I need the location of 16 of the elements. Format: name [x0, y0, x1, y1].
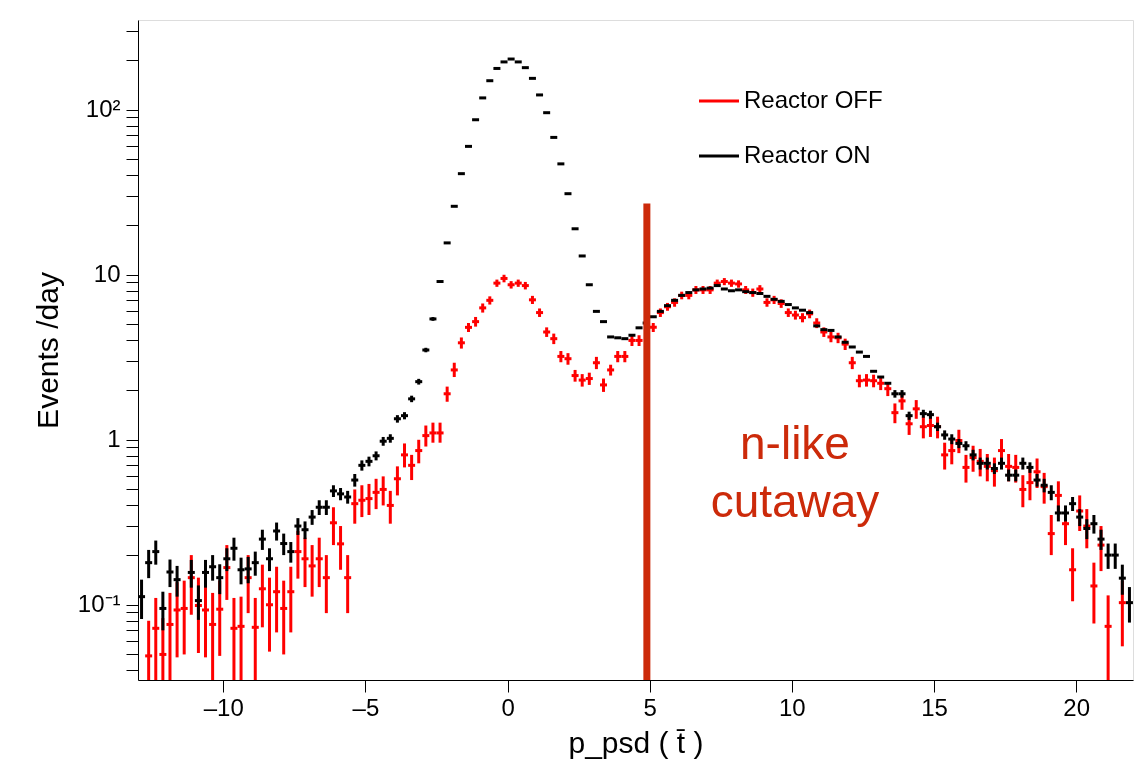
- x-tick-label: 15: [921, 693, 948, 721]
- x-tick-label: 5: [643, 693, 657, 721]
- annotation: n-like cutaway: [710, 417, 880, 527]
- x-tick-label: –5: [352, 693, 380, 721]
- y-tick-label: 1: [107, 425, 121, 453]
- x-tick-label: 0: [501, 693, 515, 721]
- x-tick-label: 20: [1063, 693, 1090, 721]
- legend-label: Reactor OFF: [744, 86, 883, 113]
- x-tick-label: –10: [203, 693, 244, 721]
- x-axis-title: p_psd ( t̄ ): [568, 725, 704, 759]
- y-tick-label: 10: [93, 260, 121, 288]
- y-tick-label: 10²: [85, 95, 121, 123]
- y-tick-label: 10⁻¹: [77, 590, 121, 618]
- y-axis-title: Events /day: [30, 272, 64, 429]
- x-tick-label: 10: [779, 693, 806, 721]
- legend-label: Reactor ON: [744, 141, 871, 168]
